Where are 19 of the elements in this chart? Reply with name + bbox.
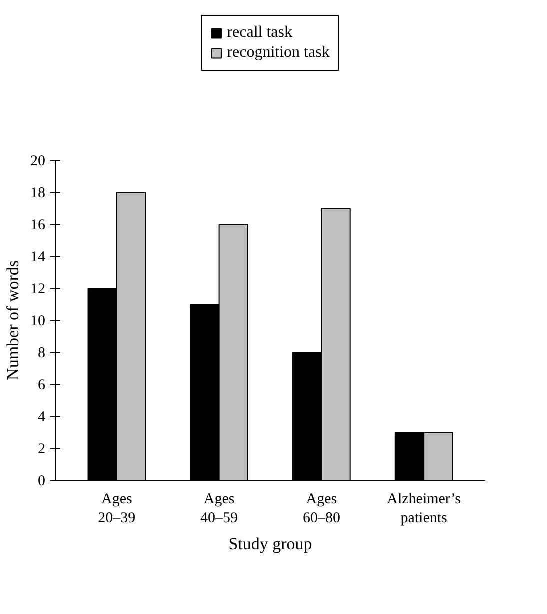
- y-tick-label: 16: [30, 218, 46, 234]
- y-tick-label: 2: [38, 442, 46, 458]
- y-tick-label: 0: [38, 474, 46, 490]
- x-tick-label: Alzheimer’s patients: [387, 492, 462, 527]
- y-tick-label: 6: [38, 378, 46, 394]
- legend-label: recall task: [227, 24, 292, 42]
- y-tick-label: 18: [30, 186, 46, 202]
- legend-label: recognition task: [227, 44, 330, 62]
- x-tick-label: Ages 20–39: [98, 492, 136, 527]
- y-axis-title: Number of words: [4, 260, 22, 380]
- y-tick-label: 4: [38, 410, 46, 426]
- x-tick-label: Ages 40–59: [200, 492, 238, 527]
- y-tick-label: 14: [30, 250, 46, 266]
- x-tick-label: Ages 60–80: [302, 492, 340, 527]
- y-tick-label: 8: [38, 346, 46, 362]
- y-tick-label: 12: [30, 282, 46, 298]
- y-tick-label: 10: [30, 314, 46, 330]
- x-axis-title: Study group: [228, 534, 312, 554]
- y-tick-label: 20: [30, 154, 46, 170]
